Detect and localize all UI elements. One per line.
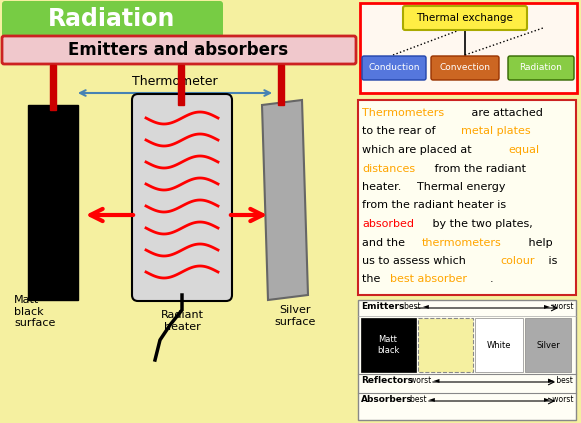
Text: to the rear of: to the rear of	[362, 126, 439, 137]
Bar	[50, 65, 56, 110]
Text: Reflectors: Reflectors	[361, 376, 413, 385]
Bar	[28, 105, 78, 300]
Text: Radiant
heater: Radiant heater	[160, 310, 203, 332]
Text: is: is	[545, 256, 557, 266]
Text: Thermometers: Thermometers	[362, 108, 444, 118]
Bar	[475, 318, 523, 372]
Bar	[358, 300, 576, 420]
Text: help: help	[525, 237, 553, 247]
Text: from the radiant heater is: from the radiant heater is	[362, 201, 506, 211]
FancyBboxPatch shape	[362, 56, 426, 80]
Bar	[178, 65, 184, 105]
Text: distances: distances	[362, 164, 415, 173]
Text: Thermal energy: Thermal energy	[417, 182, 506, 192]
Text: Matt
black
surface: Matt black surface	[14, 295, 55, 328]
Text: Emitters and absorbers: Emitters and absorbers	[68, 41, 288, 59]
Text: are attached: are attached	[468, 108, 543, 118]
Text: absorbed: absorbed	[362, 219, 414, 229]
FancyBboxPatch shape	[508, 56, 574, 80]
Text: best ◄: best ◄	[404, 302, 429, 311]
Text: best absorber: best absorber	[390, 275, 467, 285]
Text: best ◄: best ◄	[410, 395, 435, 404]
Text: us to assess which: us to assess which	[362, 256, 469, 266]
Text: ► best: ► best	[548, 376, 573, 385]
Text: equal: equal	[508, 145, 539, 155]
Text: from the radiant: from the radiant	[431, 164, 526, 173]
Text: Matt
black: Matt black	[377, 335, 399, 355]
Text: ► worst: ► worst	[543, 302, 573, 311]
Text: Conduction: Conduction	[368, 63, 419, 72]
FancyBboxPatch shape	[2, 36, 356, 64]
Text: Thermal exchange: Thermal exchange	[417, 13, 514, 23]
Bar	[358, 100, 576, 295]
FancyBboxPatch shape	[403, 6, 527, 30]
Bar	[361, 318, 416, 372]
Text: heater.: heater.	[362, 182, 405, 192]
Text: .: .	[490, 275, 493, 285]
Bar	[525, 318, 571, 372]
FancyBboxPatch shape	[2, 1, 223, 37]
Text: the: the	[362, 275, 384, 285]
FancyBboxPatch shape	[431, 56, 499, 80]
Text: by the two plates,: by the two plates,	[429, 219, 533, 229]
Text: thermometers: thermometers	[422, 237, 502, 247]
Text: Radiation: Radiation	[519, 63, 562, 72]
Text: colour: colour	[501, 256, 535, 266]
Text: Silver: Silver	[536, 341, 560, 349]
Bar	[278, 65, 284, 105]
Text: metal plates: metal plates	[461, 126, 531, 137]
Text: and the: and the	[362, 237, 408, 247]
Text: Convection: Convection	[439, 63, 490, 72]
Text: Absorbers: Absorbers	[361, 395, 413, 404]
Text: worst ◄: worst ◄	[410, 376, 439, 385]
Text: ► worst: ► worst	[543, 395, 573, 404]
Text: White: White	[487, 341, 511, 349]
Polygon shape	[262, 100, 308, 300]
Text: which are placed at: which are placed at	[362, 145, 475, 155]
Bar	[360, 3, 577, 93]
FancyBboxPatch shape	[132, 94, 232, 301]
Bar	[418, 318, 473, 372]
Text: Emitters: Emitters	[361, 302, 404, 311]
Text: Silver
surface: Silver surface	[274, 305, 315, 327]
Text: Radiation: Radiation	[48, 7, 175, 31]
Text: Thermometer: Thermometer	[132, 75, 218, 88]
